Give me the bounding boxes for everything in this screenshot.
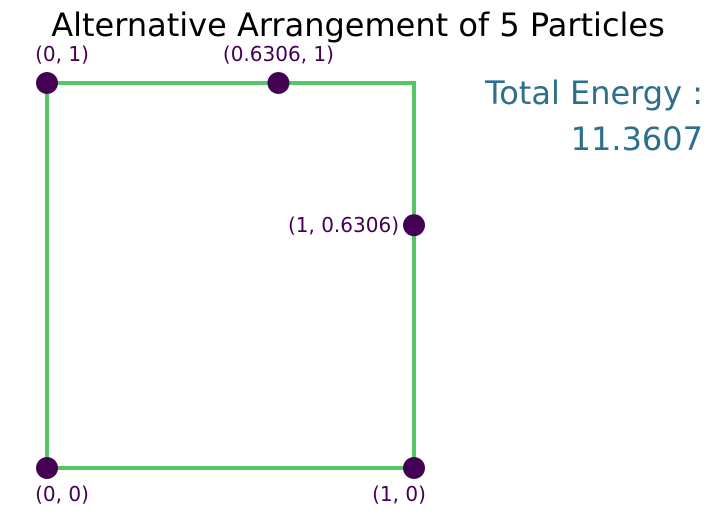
boundary-layer xyxy=(45,81,416,470)
chart-title: Alternative Arrangement of 5 Particles xyxy=(51,6,665,44)
total-energy-label: Total Energy : xyxy=(484,74,703,112)
particle-point xyxy=(36,72,58,94)
particle-point xyxy=(267,72,290,94)
total-energy-value: 11.3607 xyxy=(571,120,703,158)
particle-label: (0, 0) xyxy=(35,482,89,506)
point-layer xyxy=(36,72,425,479)
boundary-square xyxy=(45,81,416,470)
particle-label: (0, 1) xyxy=(35,42,89,66)
particle-label: (1, 0) xyxy=(372,482,426,506)
particle-point xyxy=(403,214,425,237)
particle-label: (0.6306, 1) xyxy=(223,42,334,66)
particle-point xyxy=(36,457,58,479)
particle-point xyxy=(403,457,425,479)
particle-label: (1, 0.6306) xyxy=(288,213,399,237)
point-label-layer: (0, 1) (0.6306, 1) (1, 0.6306) (0, 0) (1, 0) xyxy=(35,42,426,506)
